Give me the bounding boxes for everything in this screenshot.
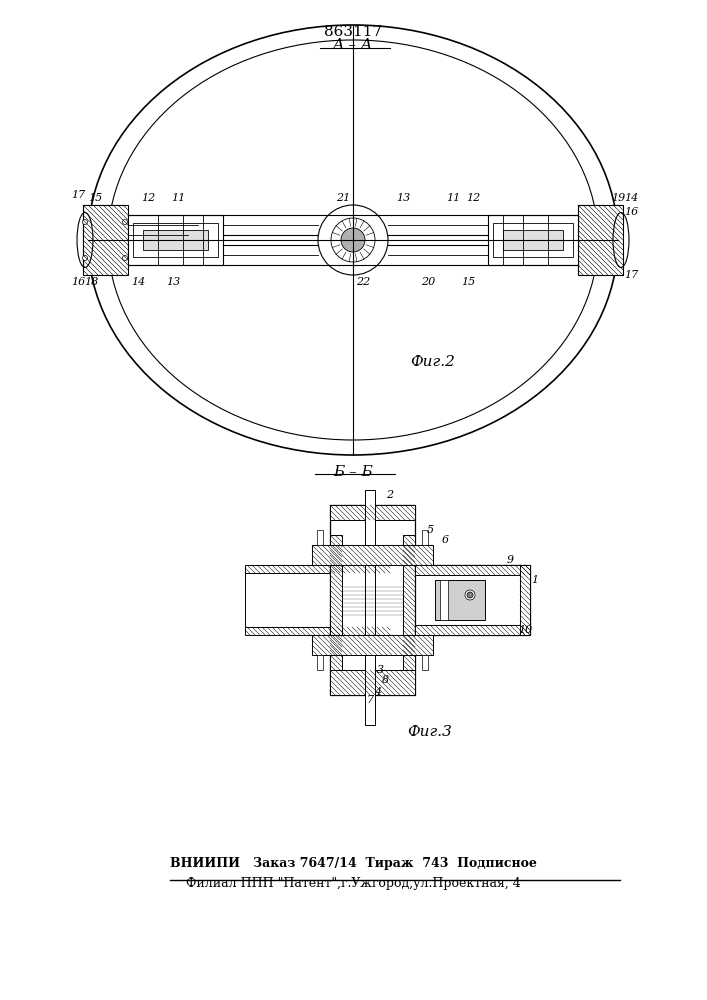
Bar — [245, 573, 390, 627]
Bar — [440, 580, 448, 620]
Bar — [330, 535, 342, 670]
Text: 17: 17 — [71, 190, 85, 200]
Bar — [83, 205, 128, 275]
Text: 21: 21 — [336, 193, 350, 203]
Text: А – А: А – А — [333, 38, 373, 52]
Text: 13: 13 — [166, 277, 180, 287]
Text: 15: 15 — [461, 277, 475, 287]
Bar — [133, 223, 218, 257]
Bar — [317, 530, 323, 545]
Bar — [435, 580, 485, 620]
Bar — [403, 535, 415, 670]
Circle shape — [467, 592, 473, 598]
Text: 3: 3 — [376, 665, 384, 675]
Circle shape — [83, 255, 88, 260]
Bar — [415, 565, 530, 575]
Text: 17: 17 — [624, 270, 638, 280]
Text: 5: 5 — [426, 525, 433, 535]
Bar — [422, 530, 428, 545]
Text: 14: 14 — [131, 277, 145, 287]
Text: 12: 12 — [466, 193, 480, 203]
Bar — [330, 505, 415, 695]
Text: 19: 19 — [611, 193, 625, 203]
Text: Фиг.3: Фиг.3 — [407, 725, 452, 739]
Text: 13: 13 — [396, 193, 410, 203]
Bar — [245, 627, 390, 635]
Text: 6: 6 — [441, 535, 448, 545]
Text: 11: 11 — [446, 193, 460, 203]
Bar — [143, 230, 208, 250]
Bar — [493, 223, 573, 257]
Text: 863117: 863117 — [324, 25, 382, 39]
Text: 16: 16 — [624, 207, 638, 217]
Bar — [128, 215, 223, 265]
Text: 11: 11 — [171, 193, 185, 203]
Text: 8: 8 — [382, 675, 389, 685]
Bar — [312, 635, 433, 655]
Bar — [415, 625, 530, 635]
Circle shape — [341, 228, 365, 252]
Text: 18: 18 — [84, 277, 98, 287]
Bar — [488, 215, 578, 265]
Bar — [330, 505, 415, 520]
Text: 2: 2 — [387, 490, 394, 500]
Bar — [245, 565, 390, 573]
Bar — [330, 670, 415, 695]
Text: Б – Б: Б – Б — [333, 465, 373, 479]
Bar — [520, 565, 530, 635]
Text: 10: 10 — [518, 625, 532, 635]
Text: ВНИИПИ   Заказ 7647/14  Тираж  743  Подписное: ВНИИПИ Заказ 7647/14 Тираж 743 Подписное — [170, 857, 537, 870]
Text: 9: 9 — [506, 555, 513, 565]
Bar — [578, 205, 623, 275]
Text: 1: 1 — [532, 575, 539, 585]
Text: 22: 22 — [356, 277, 370, 287]
Bar — [317, 655, 323, 670]
Bar — [415, 565, 530, 635]
Text: 16: 16 — [71, 277, 85, 287]
Text: 15: 15 — [88, 193, 102, 203]
Bar — [312, 545, 433, 565]
Text: 20: 20 — [421, 277, 435, 287]
Text: 14: 14 — [624, 193, 638, 203]
Text: Филиал ППП "Патент",г.Ужгород,ул.Проектная, 4: Филиал ППП "Патент",г.Ужгород,ул.Проектн… — [186, 877, 520, 890]
Circle shape — [465, 590, 475, 600]
Text: 12: 12 — [141, 193, 155, 203]
Bar — [365, 490, 375, 725]
Bar — [422, 655, 428, 670]
Circle shape — [122, 255, 127, 260]
Circle shape — [122, 220, 127, 225]
Text: 7: 7 — [366, 695, 373, 705]
Text: 4: 4 — [375, 687, 382, 697]
Circle shape — [83, 220, 88, 225]
Text: Фиг.2: Фиг.2 — [411, 355, 455, 369]
Bar — [503, 230, 563, 250]
